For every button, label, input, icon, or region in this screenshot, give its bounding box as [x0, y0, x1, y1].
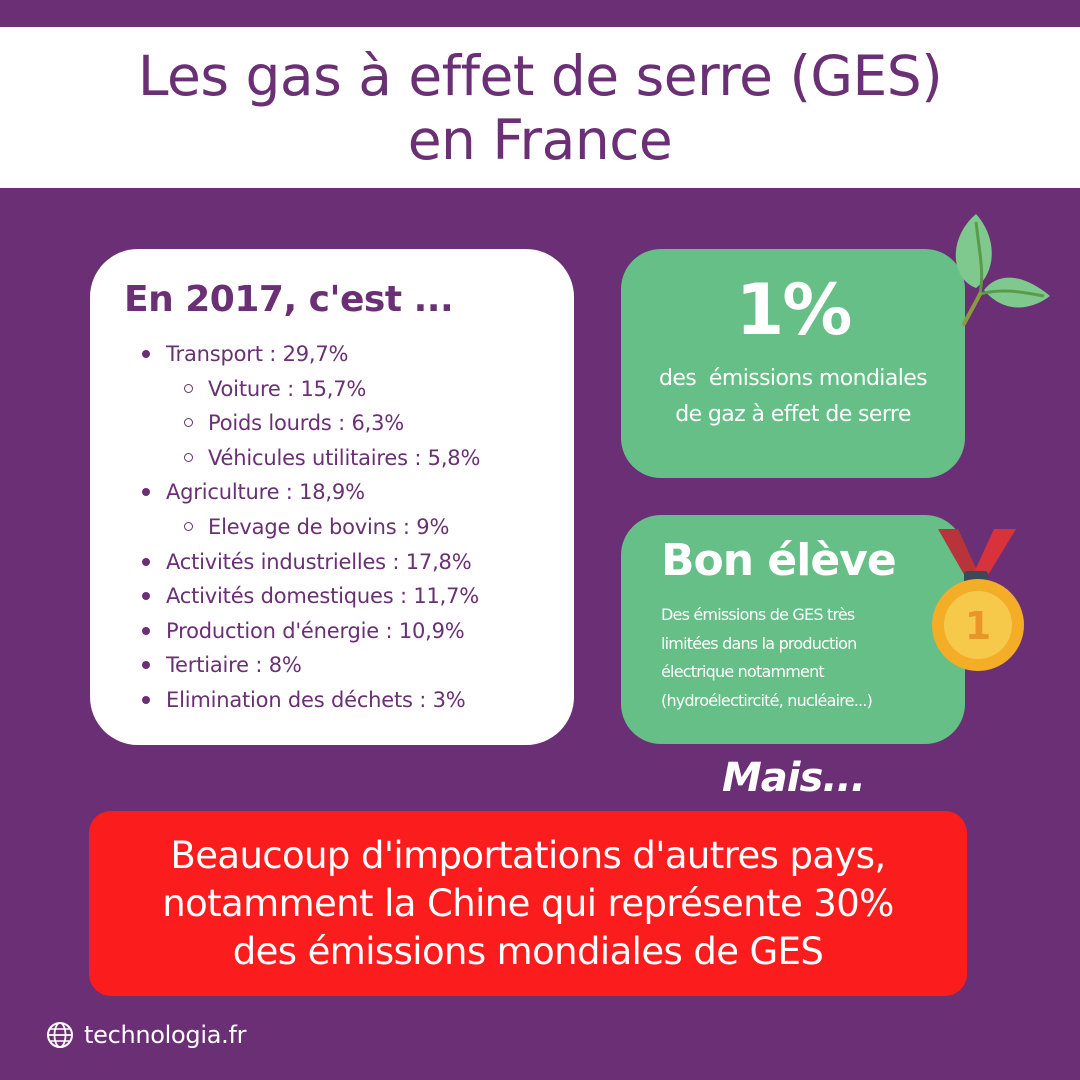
- good-student-desc-line-2: limitées dans la production: [661, 633, 857, 653]
- circle-bullet-icon: [184, 418, 193, 428]
- world-share-value: 1%: [735, 269, 853, 351]
- world-share-desc-line-1: des émissions mondiales: [658, 366, 928, 391]
- dot-bullet-icon: [142, 695, 150, 704]
- mais-text: Mais...: [722, 755, 866, 801]
- breakdown-item-label: Véhicules utilitaires : 5,8%: [208, 445, 481, 470]
- breakdown-item-label: Agriculture : 18,9%: [166, 480, 365, 505]
- breakdown-item: Tertiaire : 8%: [90, 648, 574, 683]
- world-share-desc-line-2: de gaz à effet de serre: [675, 402, 911, 427]
- breakdown-item: Activités domestiques : 11,7%: [90, 579, 574, 614]
- breakdown-item-label: Tertiaire : 8%: [166, 653, 302, 678]
- world-share-description: des émissions mondiales de gaz à effet d…: [621, 361, 965, 433]
- breakdown-item: Production d'énergie : 10,9%: [90, 614, 574, 649]
- dot-bullet-icon: [142, 626, 150, 635]
- dot-bullet-icon: [142, 488, 150, 497]
- breakdown-item-label: Production d'énergie : 10,9%: [166, 618, 465, 643]
- page-title-line-2: en France: [407, 107, 673, 172]
- dot-bullet-icon: [142, 592, 150, 601]
- dot-bullet-icon: [142, 661, 150, 670]
- imports-callout: Beaucoup d'importations d'autres pays, n…: [89, 811, 967, 996]
- circle-bullet-icon: [184, 383, 193, 393]
- dot-bullet-icon: [142, 350, 150, 358]
- gold-medal-icon: 1: [932, 529, 1024, 671]
- globe-icon: [47, 1022, 73, 1048]
- breakdown-item-label: Poids lourds : 6,3%: [208, 411, 405, 436]
- breakdown-subitem: Véhicules utilitaires : 5,8%: [90, 441, 574, 476]
- good-student-desc-line-1: Des émissions de GES très: [661, 605, 855, 624]
- medal-number: 1: [965, 604, 991, 648]
- world-share-card: 1% des émissions mondiales de gaz à effe…: [621, 249, 965, 478]
- breakdown-list: Transport : 29,7% Voiture : 15,7% Poids lo…: [90, 337, 574, 718]
- breakdown-item-label: Elevage de bovins : 9%: [208, 514, 450, 539]
- breakdown-item-label: Voiture : 15,7%: [208, 376, 367, 401]
- dot-bullet-icon: [142, 557, 150, 566]
- title-band: Les gas à effet de serre (GES) en France: [0, 27, 1080, 188]
- imports-line-2: notamment la Chine qui représente 30%: [162, 881, 894, 925]
- footer-site-link[interactable]: technologia.fr: [84, 1021, 247, 1049]
- breakdown-item-label: Transport : 29,7%: [166, 342, 349, 366]
- breakdown-subitem: Voiture : 15,7%: [90, 372, 574, 407]
- imports-line-3: des émissions mondiales de GES: [232, 929, 824, 973]
- page-title-line-1: Les gas à effet de serre (GES): [137, 43, 943, 108]
- good-student-card: Bon élève Des émissions de GES très limi…: [621, 515, 965, 744]
- breakdown-item: Elimination des déchets : 3%: [90, 683, 574, 718]
- breakdown-item-label: Elimination des déchets : 3%: [166, 687, 466, 712]
- breakdown-subitem: Poids lourds : 6,3%: [90, 406, 574, 441]
- breakdown-subitem: Elevage de bovins : 9%: [90, 510, 574, 545]
- breakdown-item-label: Activités domestiques : 11,7%: [166, 584, 480, 609]
- footer: technologia.fr: [46, 1018, 246, 1052]
- breakdown-item: Transport : 29,7%: [90, 337, 574, 372]
- good-student-desc-line-3: électrique notamment: [661, 662, 825, 681]
- good-student-description: Des émissions de GES très limitées dans …: [661, 601, 931, 715]
- breakdown-item: Activités industrielles : 17,8%: [90, 545, 574, 580]
- leaf-icon: [955, 214, 1050, 326]
- imports-line-1: Beaucoup d'importations d'autres pays,: [170, 833, 886, 877]
- circle-bullet-icon: [184, 452, 193, 462]
- emissions-breakdown-card: En 2017, c'est ... Transport : 29,7% Voit…: [90, 249, 574, 745]
- good-student-desc-line-4: (hydroélectircité, nucléaire...): [661, 690, 873, 710]
- breakdown-heading: En 2017, c'est ...: [124, 279, 454, 320]
- circle-bullet-icon: [184, 521, 193, 531]
- breakdown-item: Agriculture : 18,9%: [90, 475, 574, 510]
- breakdown-item-label: Activités industrielles : 17,8%: [166, 549, 472, 574]
- good-student-title: Bon élève: [661, 535, 897, 586]
